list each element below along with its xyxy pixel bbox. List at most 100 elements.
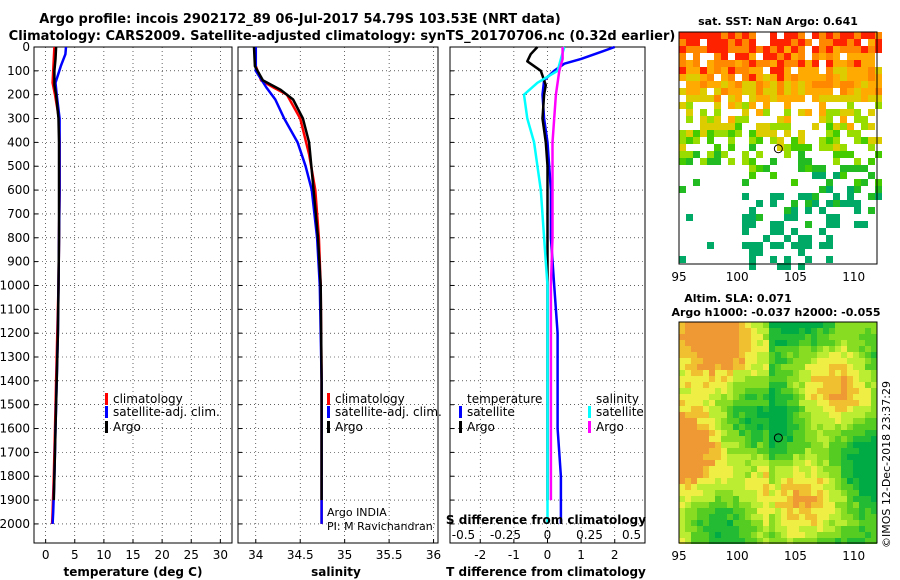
sst-cell <box>791 95 798 102</box>
sla-cell <box>787 328 793 334</box>
sla-cell <box>871 376 877 382</box>
sst-cell <box>686 151 693 158</box>
sla-cell <box>823 532 829 538</box>
sst-cell <box>854 95 861 102</box>
sst-cell <box>805 60 812 67</box>
sla-cell <box>721 370 727 376</box>
sst-cell <box>742 109 749 116</box>
sla-cell <box>793 442 799 448</box>
sla-cell <box>697 370 703 376</box>
sst-cell <box>819 186 826 193</box>
sla-cell <box>739 454 745 460</box>
sst-cell <box>707 60 714 67</box>
sla-cell <box>757 352 763 358</box>
sst-cell <box>679 67 686 74</box>
sst-cell <box>749 144 756 151</box>
sla-cell <box>697 418 703 424</box>
sla-cell <box>715 484 721 490</box>
sla-cell <box>739 352 745 358</box>
legend-label-satellite-adj: satellite-adj. clim. <box>335 405 442 419</box>
sla-cell <box>847 532 853 538</box>
sla-cell <box>679 394 685 400</box>
sst-cell <box>700 95 707 102</box>
sla-cell <box>691 490 697 496</box>
sla-cell <box>859 532 865 538</box>
sla-cell <box>811 388 817 394</box>
sst-cell <box>791 242 798 249</box>
sla-cell <box>721 502 727 508</box>
x-tick-label: -2 <box>474 548 486 562</box>
sst-cell <box>679 256 686 263</box>
sla-cell <box>697 436 703 442</box>
sla-cell <box>757 478 763 484</box>
sla-cell <box>799 388 805 394</box>
sla-cell <box>721 436 727 442</box>
sst-cell <box>749 172 756 179</box>
sst-x-tick-label: 110 <box>842 270 865 284</box>
sla-cell <box>871 490 877 496</box>
x-tick-label: 20 <box>154 548 169 562</box>
sla-cell <box>763 388 769 394</box>
sla-cell <box>859 526 865 532</box>
sla-cell <box>751 352 757 358</box>
sla-cell <box>769 466 775 472</box>
sla-cell <box>859 478 865 484</box>
sla-cell <box>739 430 745 436</box>
sla-cell <box>703 412 709 418</box>
sla-cell <box>703 352 709 358</box>
sla-cell <box>847 538 853 544</box>
sla-cell <box>817 484 823 490</box>
sla-cell <box>781 334 787 340</box>
sla-cell <box>859 334 865 340</box>
sst-cell <box>679 74 686 81</box>
sla-cell <box>685 364 691 370</box>
sst-cell <box>791 81 798 88</box>
sst-cell <box>686 74 693 81</box>
sst-cell <box>819 207 826 214</box>
sla-cell <box>679 340 685 346</box>
sla-cell <box>817 478 823 484</box>
sst-cell <box>854 158 861 165</box>
sla-cell <box>859 442 865 448</box>
sla-cell <box>733 358 739 364</box>
sla-cell <box>691 406 697 412</box>
sst-x-tick-label: 100 <box>726 270 749 284</box>
sst-cell <box>798 165 805 172</box>
y-tick-label: 200 <box>7 88 30 102</box>
sla-cell <box>799 508 805 514</box>
sla-cell <box>829 502 835 508</box>
sla-cell <box>817 460 823 466</box>
sst-cell <box>812 60 819 67</box>
sst-cell <box>707 39 714 46</box>
sst-cell <box>728 123 735 130</box>
sla-cell <box>739 394 745 400</box>
sla-cell <box>853 430 859 436</box>
sla-cell <box>823 526 829 532</box>
sla-cell <box>811 526 817 532</box>
sla-cell <box>745 328 751 334</box>
sla-cell <box>835 334 841 340</box>
sla-cell <box>859 484 865 490</box>
series-line-satellite-adj-clim- <box>254 47 323 524</box>
sst-cell <box>833 200 840 207</box>
sla-cell <box>691 460 697 466</box>
sla-cell <box>691 472 697 478</box>
sst-cell <box>826 144 833 151</box>
sst-cell <box>700 74 707 81</box>
x-tick-label: 36 <box>426 548 441 562</box>
sst-cell <box>840 39 847 46</box>
sla-cell <box>733 490 739 496</box>
sla-cell <box>847 370 853 376</box>
sla-cell <box>775 508 781 514</box>
s-tick-label: -0.5 <box>452 528 475 542</box>
sla-cell <box>703 442 709 448</box>
sla-cell <box>709 532 715 538</box>
sst-cell <box>756 74 763 81</box>
sla-cell <box>739 442 745 448</box>
sla-cell <box>733 514 739 520</box>
sla-cell <box>829 388 835 394</box>
sla-cell <box>769 352 775 358</box>
sla-cell <box>751 436 757 442</box>
sst-cell <box>798 53 805 60</box>
sst-cell <box>700 109 707 116</box>
